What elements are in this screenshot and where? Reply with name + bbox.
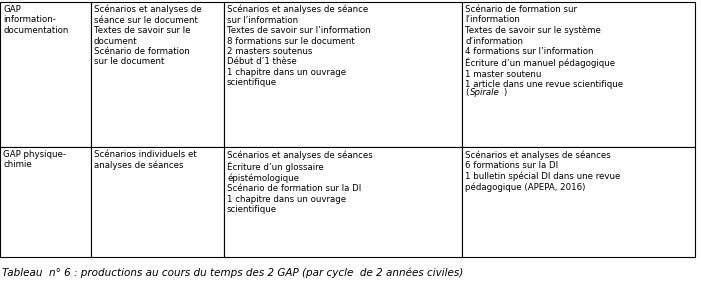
- Text: Tableau  n° 6 : productions au cours du temps des 2 GAP (par cycle  de 2 années : Tableau n° 6 : productions au cours du t…: [2, 268, 466, 278]
- Bar: [0, 2, 91, 147]
- Bar: [224, 2, 462, 147]
- Bar: [91, 2, 224, 147]
- Text: Scénarios et analyses de séances
Écriture d’un glossaire
épistémologique
Scénari: Scénarios et analyses de séances Écritur…: [227, 150, 373, 214]
- Bar: [462, 2, 695, 147]
- Bar: [0, 147, 91, 257]
- Text: GAP physique-
chimie: GAP physique- chimie: [3, 150, 66, 169]
- Text: Scénarios et analyses de séance
sur l’information
Textes de savoir sur l’informa: Scénarios et analyses de séance sur l’in…: [227, 5, 371, 87]
- Text: Spirale: Spirale: [470, 88, 500, 97]
- Text: GAP
information-
documentation: GAP information- documentation: [3, 5, 69, 35]
- Text: Scénarios individuels et
analyses de séances: Scénarios individuels et analyses de séa…: [94, 150, 197, 170]
- Text: (: (: [465, 88, 468, 97]
- Text: ): ): [503, 88, 507, 97]
- Text: Scénarios et analyses de
séance sur le document
Textes de savoir sur le
document: Scénarios et analyses de séance sur le d…: [94, 5, 202, 67]
- Bar: [462, 147, 695, 257]
- Text: Scénarios et analyses de séances
6 formations sur la DI
1 bulletin spécial DI da: Scénarios et analyses de séances 6 forma…: [465, 150, 620, 192]
- Bar: [224, 147, 462, 257]
- Text: Scénario de formation sur
l’information
Textes de savoir sur le système
d’inform: Scénario de formation sur l’information …: [465, 5, 623, 89]
- Bar: [91, 147, 224, 257]
